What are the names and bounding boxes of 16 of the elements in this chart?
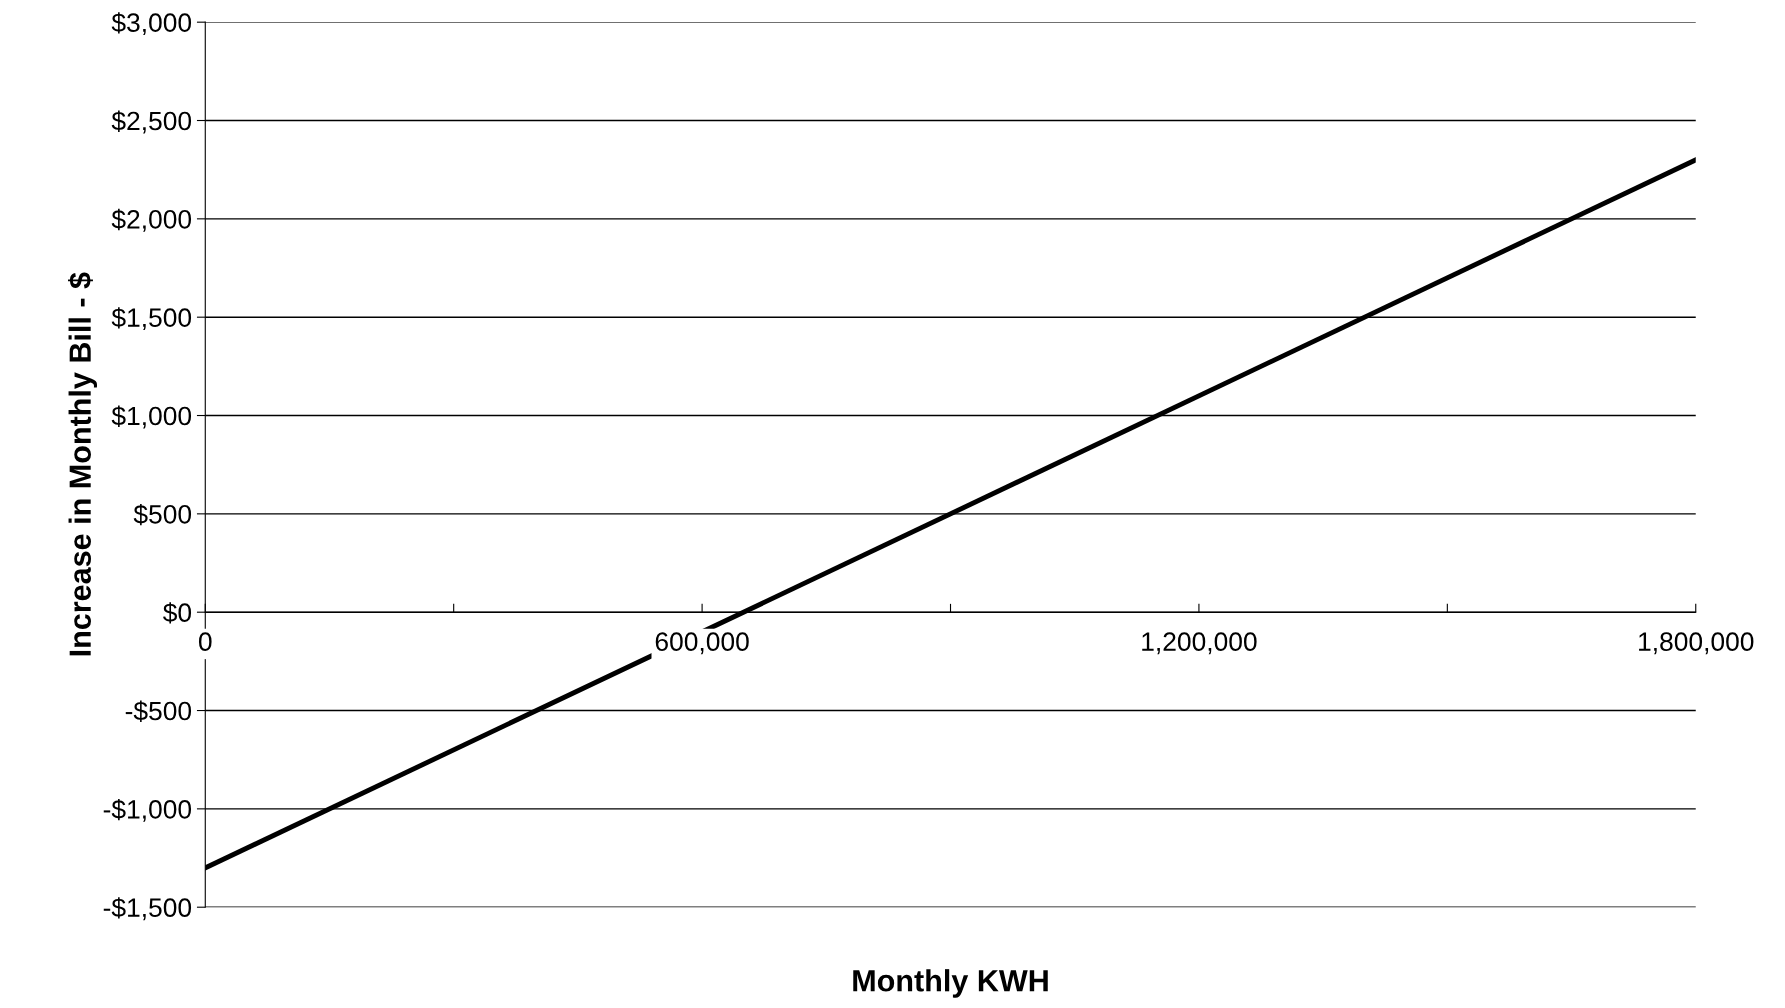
- y-tick-label: $500: [133, 503, 192, 526]
- y-tick-label: $3,000: [111, 12, 192, 36]
- y-tick-label: -$1,500: [103, 897, 192, 921]
- y-tick-label: $2,000: [111, 208, 192, 232]
- y-tick-label: $2,500: [111, 110, 192, 134]
- x-tick-label: 1,800,000: [1639, 632, 1754, 655]
- y-tick-label: $1,500: [111, 307, 192, 331]
- x-axis-title: Monthly KWH: [853, 969, 1048, 998]
- x-tick-label: 600,000: [655, 632, 749, 655]
- y-tick-label: $0: [163, 602, 192, 624]
- x-tick-label: 1,200,000: [1142, 632, 1257, 655]
- y-axis-title: Increase in Monthly Bill - $: [68, 272, 98, 656]
- y-tick-label: -$1,000: [103, 798, 192, 822]
- x-tick-label: 0: [198, 632, 212, 652]
- y-tick-label: -$500: [125, 700, 192, 722]
- y-tick-label: $1,000: [111, 405, 192, 429]
